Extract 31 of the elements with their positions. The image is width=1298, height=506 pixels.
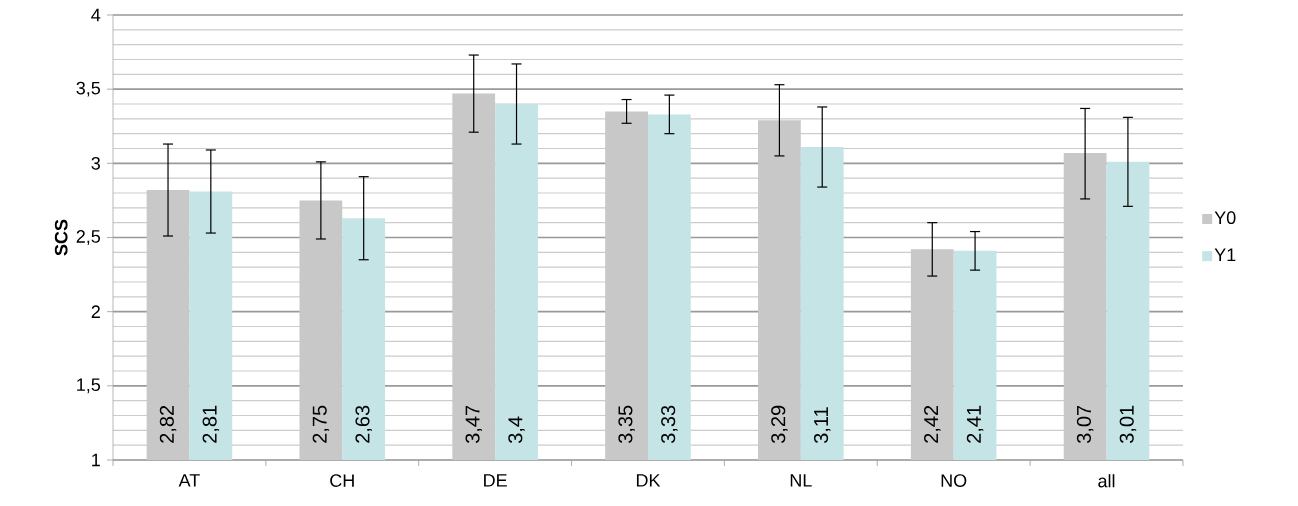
y-tick-label: 1,5 [77, 378, 101, 394]
data-label: 2,81 [202, 405, 220, 443]
y-tick-label: 1 [92, 453, 100, 467]
data-label: 3,01 [1119, 405, 1137, 444]
x-tick-label: NL [790, 474, 812, 487]
y-tick-label: 4 [91, 8, 101, 22]
x-tick-label: DK [636, 474, 661, 487]
data-label: 2,42 [924, 405, 941, 443]
data-label: 3,11 [813, 407, 831, 444]
x-tick-label: AT [178, 474, 200, 487]
y-axis-title: SCS [54, 219, 68, 256]
data-label: 3,35 [618, 405, 635, 444]
x-tick-label: CH [330, 474, 354, 487]
x-tick-label: all [1098, 474, 1115, 488]
y-tick-label: 3,5 [76, 81, 101, 97]
x-tick-label: NO [941, 474, 967, 487]
data-label: 3,47 [465, 405, 482, 444]
data-label: 3,29 [771, 405, 788, 444]
data-label: 3,07 [1076, 405, 1094, 444]
y-tick-label: 3 [91, 156, 101, 170]
legend-label: Y1 [1214, 248, 1236, 261]
y-tick-label: 2,5 [76, 230, 101, 245]
data-label: 2,63 [355, 405, 372, 443]
x-tick-label: DE [484, 474, 507, 487]
legend-label: Y0 [1214, 211, 1236, 225]
data-label: 2,41 [966, 405, 984, 443]
data-label: 2,75 [312, 405, 330, 443]
y-tick-label: 2 [91, 305, 100, 318]
data-label: 3,33 [661, 405, 678, 444]
data-label: 3,4 [508, 416, 525, 444]
data-label: 2,82 [159, 405, 177, 443]
